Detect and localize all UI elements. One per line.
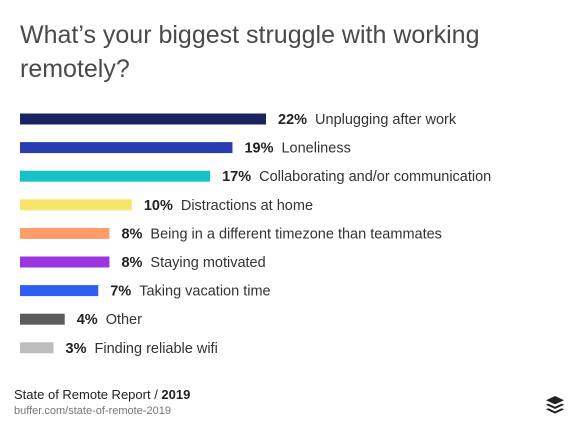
bars-group: 22% Unplugging after work 19% Loneliness 17%… xyxy=(20,112,491,357)
bar-7 xyxy=(20,285,99,297)
bar-value-label: 4% xyxy=(77,312,98,328)
bar-value-label: 3% xyxy=(66,341,87,357)
bar-label-6: 8% Staying motivated xyxy=(121,255,265,271)
bar-9 xyxy=(20,342,54,354)
bar-value-label: 19% xyxy=(244,141,273,157)
bar-1 xyxy=(20,113,266,125)
bar-category-label: Distractions at home xyxy=(181,198,313,214)
bar-6 xyxy=(20,256,110,268)
bar-label-4: 10% Distractions at home xyxy=(144,198,313,214)
report-year: 2019 xyxy=(161,387,191,402)
report-name: State of Remote Report xyxy=(14,387,151,402)
bar-value-label: 7% xyxy=(110,284,131,300)
bar-value-label: 22% xyxy=(278,112,307,128)
bar-value-label: 8% xyxy=(121,226,142,242)
chart-title: What’s your biggest struggle with workin… xyxy=(20,21,480,83)
bar-category-label: Other xyxy=(106,312,142,328)
bar-category-label: Collaborating and/or communication xyxy=(259,169,491,185)
bar-5 xyxy=(20,227,110,239)
bar-value-label: 8% xyxy=(121,255,142,271)
bar-2 xyxy=(20,142,233,154)
bar-label-1: 22% Unplugging after work xyxy=(278,112,457,128)
bar-category-label: Loneliness xyxy=(281,141,350,157)
bar-label-8: 4% Other xyxy=(77,312,142,328)
bar-category-label: Being in a different timezone than teamm… xyxy=(150,226,442,242)
bar-category-label: Unplugging after work xyxy=(315,112,457,128)
report-separator: / xyxy=(150,387,162,402)
buffer-stack-logo-icon xyxy=(546,396,564,414)
report-footer-title: State of Remote Report / 2019 xyxy=(14,387,190,402)
bar-label-9: 3% Finding reliable wifi xyxy=(66,341,218,357)
bar-label-3: 17% Collaborating and/or communication xyxy=(222,169,491,185)
bar-8 xyxy=(20,313,65,325)
bar-label-2: 19% Loneliness xyxy=(244,141,350,157)
bar-category-label: Finding reliable wifi xyxy=(95,341,218,357)
bar-chart: 22% Unplugging after work 19% Loneliness 17%… xyxy=(20,112,491,357)
bar-3 xyxy=(20,170,211,182)
bar-category-label: Staying motivated xyxy=(150,255,265,271)
bar-label-7: 7% Taking vacation time xyxy=(110,284,270,300)
bar-value-label: 17% xyxy=(222,169,251,185)
bar-label-5: 8% Being in a different timezone than tea… xyxy=(121,226,441,242)
bar-4 xyxy=(20,199,132,211)
report-url: buffer.com/state-of-remote-2019 xyxy=(14,405,171,417)
bar-category-label: Taking vacation time xyxy=(139,284,270,300)
bar-value-label: 10% xyxy=(144,198,173,214)
